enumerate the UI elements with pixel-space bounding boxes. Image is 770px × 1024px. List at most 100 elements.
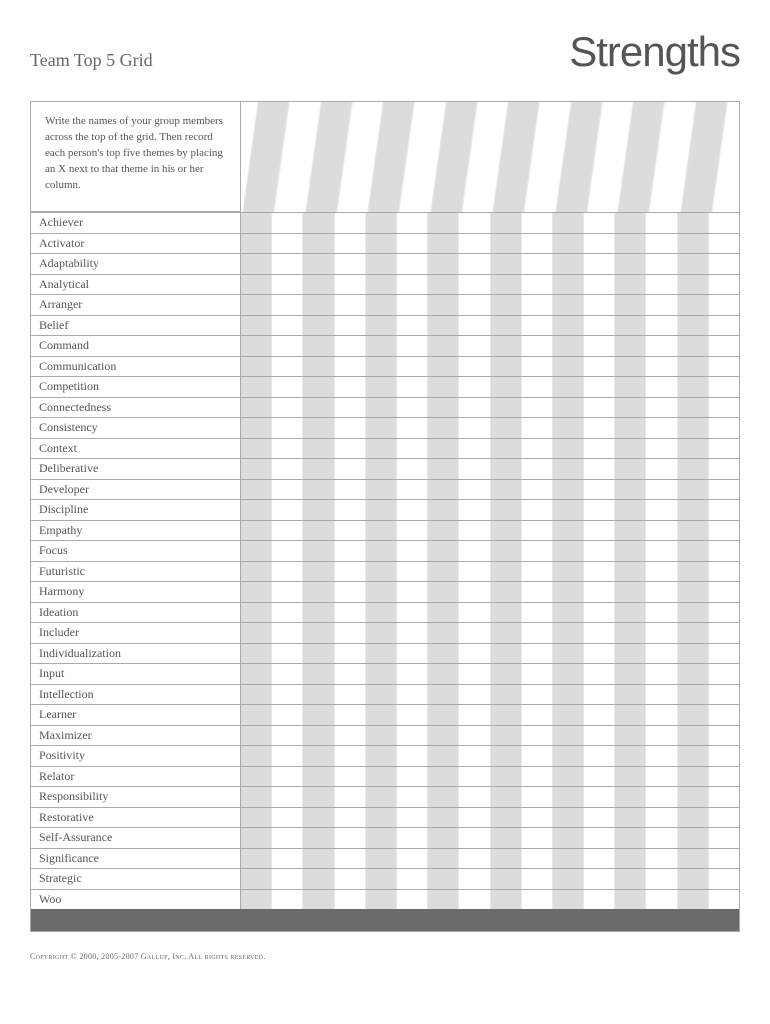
- grid-cell[interactable]: [272, 705, 303, 725]
- grid-cell[interactable]: [459, 849, 490, 869]
- grid-cell[interactable]: [366, 357, 397, 377]
- grid-cell[interactable]: [397, 336, 428, 356]
- grid-cell[interactable]: [366, 705, 397, 725]
- grid-cell[interactable]: [366, 418, 397, 438]
- grid-cell[interactable]: [459, 808, 490, 828]
- grid-cell[interactable]: [553, 644, 584, 664]
- grid-cell[interactable]: [709, 234, 739, 254]
- grid-cell[interactable]: [335, 459, 366, 479]
- grid-cell[interactable]: [272, 480, 303, 500]
- grid-cell[interactable]: [709, 582, 739, 602]
- grid-cell[interactable]: [428, 562, 459, 582]
- grid-cell[interactable]: [584, 705, 615, 725]
- grid-cell[interactable]: [241, 767, 272, 787]
- grid-cell[interactable]: [241, 582, 272, 602]
- grid-cell[interactable]: [553, 890, 584, 910]
- grid-cell[interactable]: [241, 623, 272, 643]
- grid-cell[interactable]: [397, 418, 428, 438]
- grid-cell[interactable]: [491, 459, 522, 479]
- grid-cell[interactable]: [335, 398, 366, 418]
- grid-cell[interactable]: [366, 439, 397, 459]
- grid-cell[interactable]: [615, 726, 646, 746]
- grid-cell[interactable]: [428, 828, 459, 848]
- grid-cell[interactable]: [241, 357, 272, 377]
- grid-cell[interactable]: [428, 439, 459, 459]
- grid-cell[interactable]: [522, 480, 553, 500]
- grid-cell[interactable]: [366, 664, 397, 684]
- grid-cell[interactable]: [428, 213, 459, 233]
- grid-cell[interactable]: [303, 398, 334, 418]
- grid-cell[interactable]: [272, 726, 303, 746]
- grid-cell[interactable]: [366, 726, 397, 746]
- grid-cell[interactable]: [709, 705, 739, 725]
- grid-cell[interactable]: [272, 459, 303, 479]
- grid-cell[interactable]: [397, 500, 428, 520]
- grid-cell[interactable]: [459, 316, 490, 336]
- grid-cell[interactable]: [678, 828, 709, 848]
- grid-cell[interactable]: [428, 767, 459, 787]
- grid-cell[interactable]: [553, 685, 584, 705]
- grid-cell[interactable]: [615, 357, 646, 377]
- grid-cell[interactable]: [491, 828, 522, 848]
- grid-cell[interactable]: [553, 295, 584, 315]
- grid-cell[interactable]: [553, 582, 584, 602]
- grid-cell[interactable]: [491, 357, 522, 377]
- grid-cell[interactable]: [646, 316, 677, 336]
- grid-cell[interactable]: [459, 439, 490, 459]
- grid-cell[interactable]: [335, 746, 366, 766]
- grid-cell[interactable]: [678, 705, 709, 725]
- grid-cell[interactable]: [646, 459, 677, 479]
- grid-cell[interactable]: [303, 254, 334, 274]
- grid-cell[interactable]: [303, 541, 334, 561]
- grid-cell[interactable]: [303, 705, 334, 725]
- grid-cell[interactable]: [366, 254, 397, 274]
- grid-cell[interactable]: [522, 726, 553, 746]
- grid-cell[interactable]: [397, 439, 428, 459]
- grid-cell[interactable]: [646, 254, 677, 274]
- grid-cell[interactable]: [553, 746, 584, 766]
- grid-cell[interactable]: [459, 664, 490, 684]
- grid-cell[interactable]: [709, 849, 739, 869]
- grid-cell[interactable]: [397, 541, 428, 561]
- grid-cell[interactable]: [366, 767, 397, 787]
- grid-cell[interactable]: [615, 685, 646, 705]
- grid-cell[interactable]: [522, 869, 553, 889]
- grid-cell[interactable]: [553, 480, 584, 500]
- grid-cell[interactable]: [584, 439, 615, 459]
- grid-cell[interactable]: [303, 357, 334, 377]
- grid-cell[interactable]: [709, 828, 739, 848]
- grid-cell[interactable]: [397, 746, 428, 766]
- grid-cell[interactable]: [303, 808, 334, 828]
- grid-cell[interactable]: [241, 746, 272, 766]
- grid-cell[interactable]: [522, 521, 553, 541]
- grid-cell[interactable]: [584, 398, 615, 418]
- grid-cell[interactable]: [709, 295, 739, 315]
- grid-cell[interactable]: [553, 541, 584, 561]
- grid-cell[interactable]: [241, 890, 272, 910]
- grid-cell[interactable]: [491, 398, 522, 418]
- grid-cell[interactable]: [397, 254, 428, 274]
- grid-cell[interactable]: [428, 336, 459, 356]
- grid-cell[interactable]: [584, 767, 615, 787]
- grid-cell[interactable]: [491, 377, 522, 397]
- grid-cell[interactable]: [709, 357, 739, 377]
- grid-cell[interactable]: [272, 500, 303, 520]
- grid-cell[interactable]: [335, 849, 366, 869]
- grid-cell[interactable]: [303, 787, 334, 807]
- grid-cell[interactable]: [709, 439, 739, 459]
- grid-cell[interactable]: [491, 705, 522, 725]
- grid-cell[interactable]: [459, 500, 490, 520]
- grid-cell[interactable]: [709, 562, 739, 582]
- grid-cell[interactable]: [584, 685, 615, 705]
- grid-cell[interactable]: [646, 869, 677, 889]
- grid-cell[interactable]: [459, 480, 490, 500]
- grid-cell[interactable]: [615, 623, 646, 643]
- grid-cell[interactable]: [459, 787, 490, 807]
- grid-cell[interactable]: [522, 295, 553, 315]
- grid-cell[interactable]: [428, 623, 459, 643]
- grid-cell[interactable]: [584, 234, 615, 254]
- grid-cell[interactable]: [241, 562, 272, 582]
- grid-cell[interactable]: [459, 603, 490, 623]
- grid-cell[interactable]: [522, 500, 553, 520]
- grid-cell[interactable]: [678, 459, 709, 479]
